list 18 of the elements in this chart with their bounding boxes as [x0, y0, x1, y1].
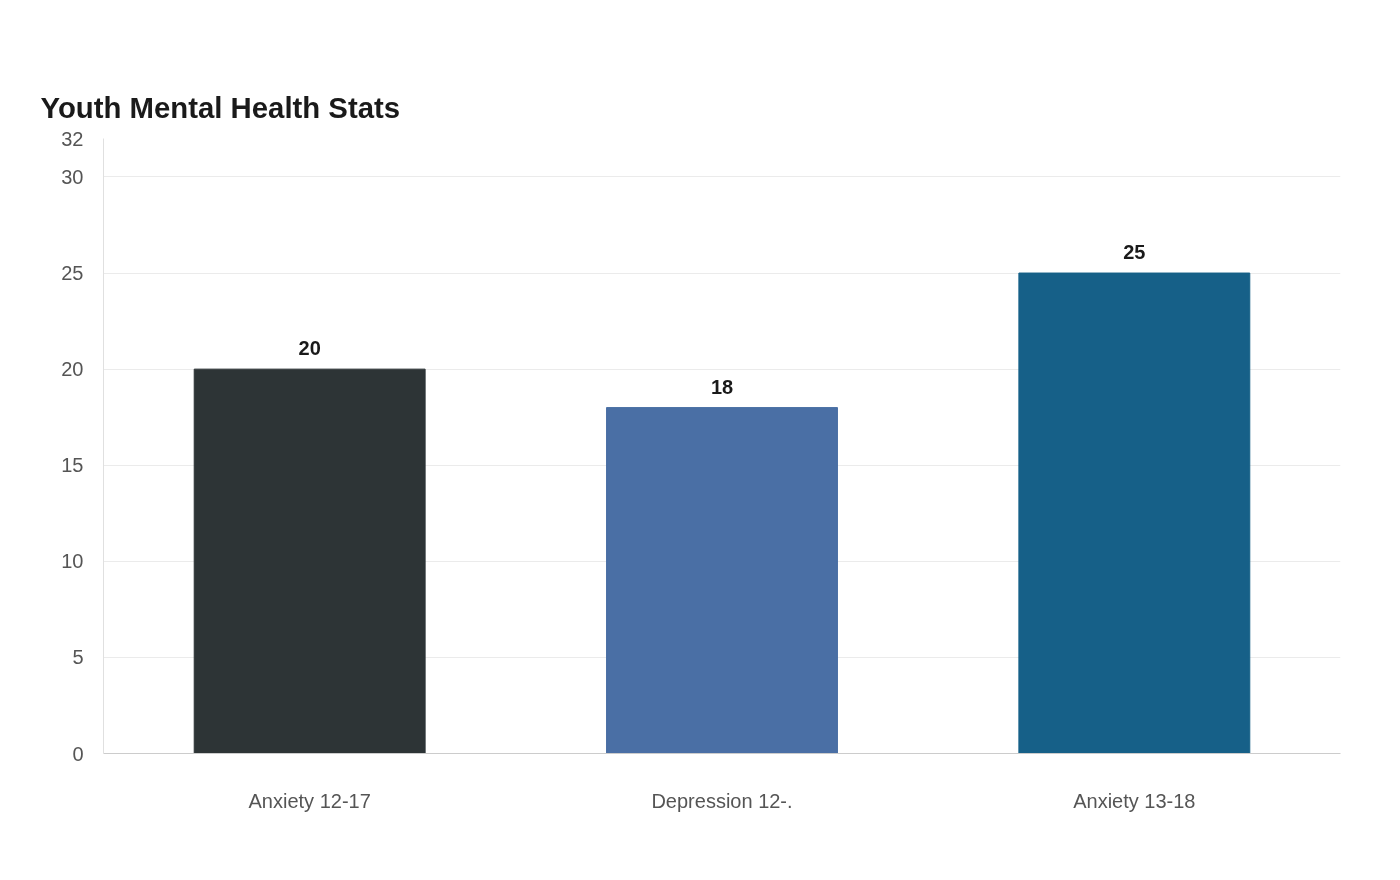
y-tick-label: 5 — [72, 646, 84, 669]
data-label: 20 — [298, 337, 321, 360]
data-label: 25 — [1123, 241, 1146, 264]
y-tick-label: 32 — [61, 127, 84, 150]
x-tick-label: Depression 12-. — [651, 789, 793, 812]
bar — [1018, 272, 1251, 754]
y-tick-label: 15 — [61, 454, 84, 477]
y-tick-label: 25 — [61, 262, 84, 285]
x-tick-label: Anxiety 13-18 — [1073, 789, 1196, 812]
y-tick-label: 10 — [61, 550, 84, 573]
chart-title: Youth Mental Health Stats — [40, 90, 401, 124]
data-label: 18 — [710, 375, 734, 398]
y-tick-label: 20 — [61, 358, 84, 381]
y-tick-label: 30 — [61, 165, 84, 188]
bar — [606, 407, 838, 754]
y-tick-label: 0 — [72, 742, 84, 765]
bar — [193, 368, 426, 754]
x-tick-label: Anxiety 12-17 — [248, 789, 371, 812]
